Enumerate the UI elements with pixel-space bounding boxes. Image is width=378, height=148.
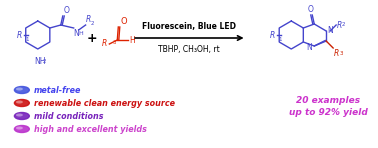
Text: N: N	[327, 25, 333, 34]
Ellipse shape	[14, 112, 29, 119]
Text: R: R	[270, 30, 275, 40]
Text: R: R	[102, 38, 107, 48]
Text: O: O	[120, 17, 127, 26]
Text: high and excellent yields: high and excellent yields	[34, 124, 147, 133]
Text: 2: 2	[342, 22, 345, 27]
Text: +: +	[86, 32, 97, 45]
Text: O: O	[307, 5, 313, 14]
Text: NH: NH	[34, 57, 45, 66]
Ellipse shape	[14, 126, 29, 132]
Text: renewable clean energy source: renewable clean energy source	[34, 99, 175, 107]
Text: R: R	[85, 15, 91, 24]
Text: metal-free: metal-free	[34, 86, 81, 95]
Text: R: R	[337, 21, 342, 29]
Text: R: R	[334, 49, 339, 58]
Text: H: H	[129, 36, 135, 45]
Text: 3: 3	[339, 51, 342, 56]
Text: 2: 2	[43, 59, 46, 64]
Text: H: H	[79, 31, 84, 36]
Text: mild conditions: mild conditions	[34, 111, 103, 120]
Text: up to 92% yield: up to 92% yield	[289, 107, 367, 116]
Ellipse shape	[16, 100, 23, 103]
Ellipse shape	[16, 87, 23, 90]
Text: N: N	[74, 29, 79, 38]
Text: 1: 1	[25, 37, 28, 42]
Text: O: O	[64, 6, 70, 15]
Text: Fluorescein, Blue LED: Fluorescein, Blue LED	[143, 22, 236, 31]
Ellipse shape	[16, 114, 23, 116]
Ellipse shape	[16, 127, 23, 130]
Text: 3: 3	[112, 40, 116, 45]
Text: R: R	[17, 30, 22, 40]
Ellipse shape	[14, 86, 29, 94]
Text: 1: 1	[278, 37, 282, 42]
Text: N: N	[307, 42, 312, 52]
Text: 20 examples: 20 examples	[296, 95, 360, 104]
Ellipse shape	[14, 99, 29, 107]
Text: 2: 2	[91, 21, 94, 26]
Text: TBHP, CH₃OH, rt: TBHP, CH₃OH, rt	[158, 45, 220, 54]
